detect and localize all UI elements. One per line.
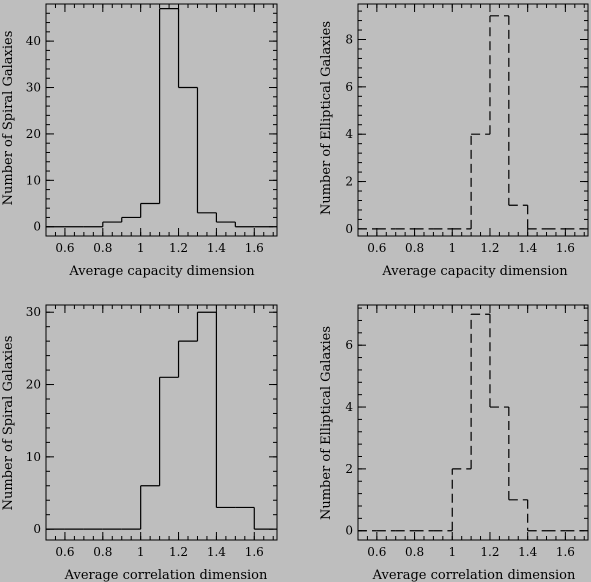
x-tick-label: 1 <box>448 241 456 255</box>
x-tick-label: 1.4 <box>518 241 537 255</box>
plot-frame <box>45 3 278 237</box>
x-tick-label: 0.8 <box>93 545 112 559</box>
x-tick-label: 1.2 <box>169 545 188 559</box>
y-tick-label: 10 <box>26 173 41 187</box>
x-tick-label: 1 <box>448 545 456 559</box>
x-axis-label: Average capacity dimension <box>381 264 568 279</box>
panel-spiral-correlation: 0.6 0.8 1 1.2 1.4 1.6 0 10 20 30 Average correlat… <box>1 304 278 582</box>
y-tick-label: 30 <box>26 305 41 319</box>
x-axis-label: Average correlation dimension <box>64 568 268 582</box>
x-tick-label: 1 <box>137 241 145 255</box>
x-tick-label: 1.4 <box>207 241 226 255</box>
plot-frame <box>45 304 278 541</box>
x-tick-label: 1.6 <box>556 241 575 255</box>
x-tick-label: 0.6 <box>367 241 386 255</box>
x-tick-label: 0.6 <box>367 545 386 559</box>
x-tick-label: 1.6 <box>245 241 264 255</box>
plot-frame <box>357 3 589 237</box>
x-tick-label: 1.6 <box>245 545 264 559</box>
y-tick-label: 6 <box>345 80 353 94</box>
y-tick-label: 20 <box>26 378 41 392</box>
x-tick-label: 1.4 <box>518 545 537 559</box>
x-tick-label: 1.2 <box>169 241 188 255</box>
y-tick-label: 10 <box>26 450 41 464</box>
y-tick-label: 4 <box>345 400 353 414</box>
y-tick-label: 0 <box>345 524 353 538</box>
x-tick-label: 1 <box>137 545 145 559</box>
y-tick-label: 0 <box>33 522 41 536</box>
y-tick-label: 40 <box>26 34 41 48</box>
x-axis-label: Average capacity dimension <box>68 264 255 279</box>
y-tick-label: 20 <box>26 127 41 141</box>
x-tick-label: 0.8 <box>93 241 112 255</box>
y-axis-label: Number of Spiral Galaxies <box>1 31 16 206</box>
y-tick-label: 8 <box>345 33 353 47</box>
y-tick-label: 2 <box>345 462 353 476</box>
y-tick-label: 2 <box>345 175 353 189</box>
x-tick-label: 0.8 <box>405 241 424 255</box>
y-tick-label: 6 <box>345 338 353 352</box>
panel-elliptical-correlation: 0.6 0.8 1 1.2 1.4 1.6 0 2 4 6 Average correlation… <box>319 304 589 582</box>
x-tick-label: 1.2 <box>480 545 499 559</box>
x-tick-label: 1.4 <box>207 545 226 559</box>
x-tick-label: 0.8 <box>405 545 424 559</box>
y-tick-label: 4 <box>345 127 353 141</box>
y-tick-label: 30 <box>26 81 41 95</box>
x-tick-label: 1.2 <box>480 241 499 255</box>
panel-spiral-capacity: 0.6 0.8 1 1.2 1.4 1.6 0 10 20 30 40 Average capaci… <box>1 3 278 279</box>
plot-frame <box>357 304 589 541</box>
x-tick-label: 0.6 <box>55 545 74 559</box>
x-tick-label: 1.6 <box>556 545 575 559</box>
x-axis-label: Average correlation dimension <box>372 568 576 582</box>
y-axis-label: Number of Elliptical Galaxies <box>319 21 334 215</box>
y-tick-label: 0 <box>33 220 41 234</box>
y-axis-label: Number of Spiral Galaxies <box>1 336 16 511</box>
y-tick-label: 0 <box>345 222 353 236</box>
panel-elliptical-capacity: 0.6 0.8 1 1.2 1.4 1.6 0 2 4 6 8 Average capacity d… <box>319 3 589 279</box>
x-tick-label: 0.6 <box>55 241 74 255</box>
y-axis-label: Number of Elliptical Galaxies <box>319 326 334 520</box>
